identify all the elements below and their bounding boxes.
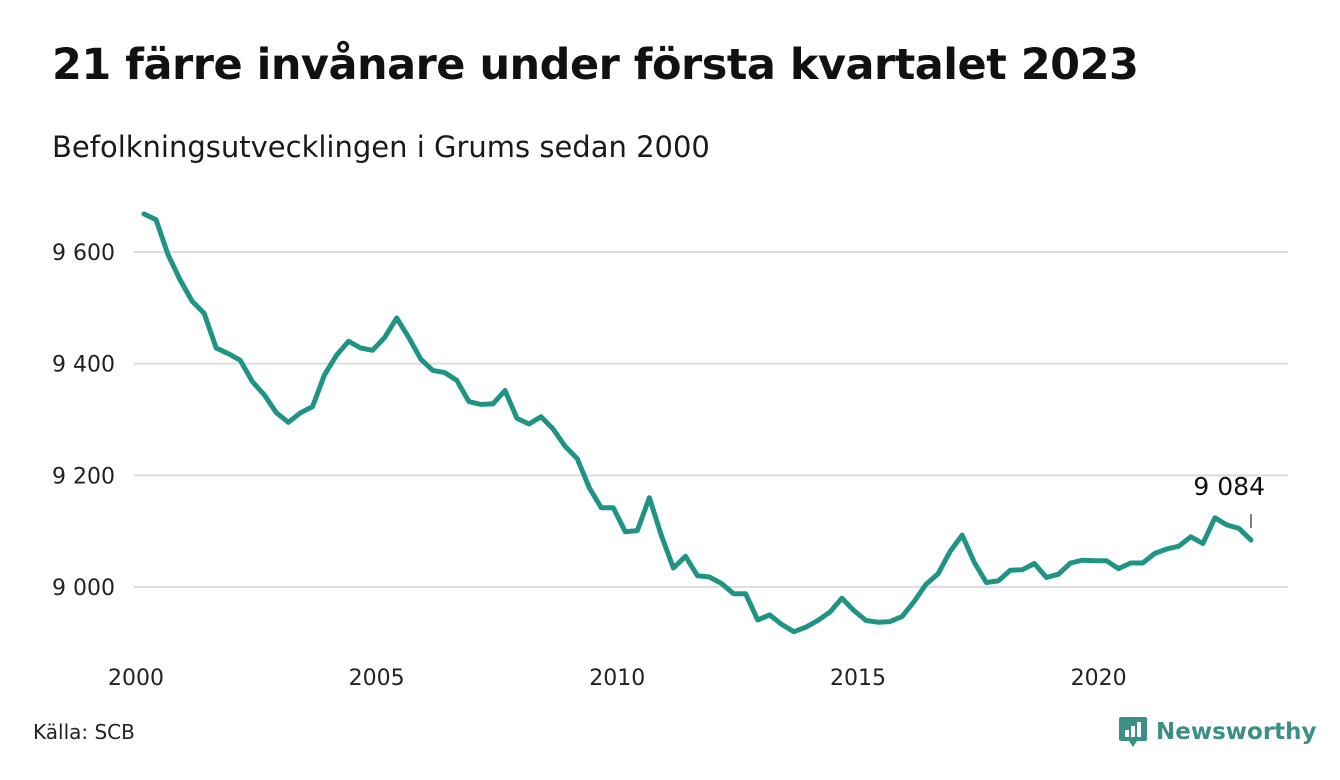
end-value-label: 9 084 (1193, 472, 1265, 501)
y-tick-label: 9 000 (52, 576, 115, 601)
newsworthy-logo-icon (1119, 717, 1147, 747)
x-tick-label: 2020 (1071, 666, 1127, 691)
chart-title: 21 färre invånare under första kvartalet… (52, 40, 1139, 90)
y-tick-label: 9 600 (52, 241, 115, 266)
y-tick-label: 9 200 (52, 464, 115, 489)
series-line (141, 211, 1254, 635)
brand-logo[interactable]: Newsworthy (1118, 714, 1317, 750)
source-label: Källa: SCB (33, 720, 135, 744)
x-tick-label: 2015 (830, 666, 886, 691)
y-tick-label: 9 400 (52, 353, 115, 378)
x-tick-label: 2000 (108, 666, 164, 691)
brand-name: Newsworthy (1156, 719, 1317, 745)
x-tick-label: 2005 (349, 666, 405, 691)
chart-subtitle: Befolkningsutvecklingen i Grums sedan 20… (52, 130, 710, 164)
x-tick-label: 2010 (589, 666, 645, 691)
